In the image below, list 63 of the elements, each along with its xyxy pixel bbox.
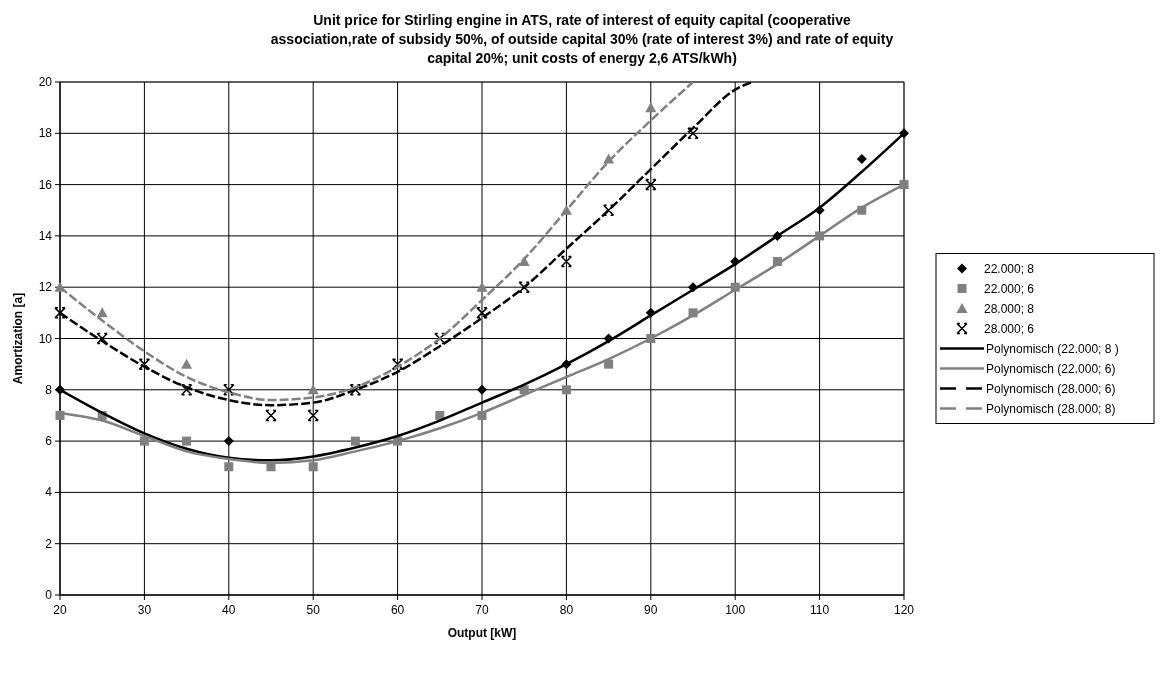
x-tick-label: 50 xyxy=(306,603,321,617)
x-axis-title: Output [kW] xyxy=(447,626,517,640)
point xyxy=(182,436,192,446)
point xyxy=(856,153,867,164)
point xyxy=(139,436,149,446)
x-tick-label: 90 xyxy=(644,603,658,617)
legend-label: Polynomisch (22.000; 6) xyxy=(986,361,1116,376)
point xyxy=(180,384,193,396)
x-tick-label: 60 xyxy=(390,603,405,617)
x-tick-label: 80 xyxy=(559,603,574,617)
point xyxy=(54,307,66,319)
y-tick-label: 10 xyxy=(38,331,53,346)
y-tick-label: 16 xyxy=(38,177,53,192)
y-tick-label: 8 xyxy=(45,382,53,397)
point xyxy=(477,384,487,395)
point xyxy=(307,384,319,395)
y-tick-label: 14 xyxy=(38,228,53,243)
legend-label: 22.000; 8 xyxy=(984,261,1035,276)
legend-label: 28.000; 6 xyxy=(984,321,1035,336)
y-tick-label: 4 xyxy=(45,485,53,500)
point xyxy=(561,385,571,395)
x-tick-label: 100 xyxy=(725,603,746,617)
x-tick-label: 110 xyxy=(810,603,830,617)
point xyxy=(602,204,615,216)
x-tick-label: 120 xyxy=(893,603,915,617)
point xyxy=(223,384,235,396)
point xyxy=(434,332,446,345)
y-tick-label: 0 xyxy=(45,588,53,602)
point xyxy=(224,462,234,472)
x-tick-label: 30 xyxy=(137,603,152,617)
point xyxy=(307,409,319,422)
legend-label: Polynomisch (28.000; 6) xyxy=(986,381,1116,396)
point xyxy=(560,255,573,268)
chart-title: Unit price for Stirling engine in ATS, rate of interest of equity capital (cooperative association,rate of subsidy 50%, of outside capital 30% (rate of interest 3%) and rate of equity capital 20%; unit costs of energy 2,6 ATS/kWh) xyxy=(270,12,894,66)
point xyxy=(96,332,108,345)
point xyxy=(604,359,614,369)
point xyxy=(645,102,657,113)
y-tick-label: 6 xyxy=(45,434,53,449)
legend-label: 22.000; 6 xyxy=(984,281,1035,296)
point xyxy=(308,462,318,472)
y-tick-label: 12 xyxy=(38,280,53,295)
point xyxy=(476,307,488,319)
point xyxy=(349,384,362,396)
point xyxy=(223,436,234,447)
point xyxy=(435,410,445,420)
y-tick-label: 2 xyxy=(45,536,53,551)
x-tick-label: 70 xyxy=(475,603,489,617)
point xyxy=(350,436,360,446)
y-axis-title: Amortization [a] xyxy=(11,292,25,385)
point xyxy=(645,178,657,191)
point xyxy=(518,281,530,293)
point xyxy=(391,358,404,370)
point xyxy=(687,127,699,140)
point xyxy=(181,358,193,369)
y-tick-label: 18 xyxy=(38,126,53,141)
y-tick-label: 20 xyxy=(38,75,53,89)
legend-label: 28.000; 8 xyxy=(984,301,1035,316)
point xyxy=(96,307,108,318)
legend-label: Polynomisch (28.000; 8) xyxy=(986,401,1116,416)
point xyxy=(138,358,151,370)
point xyxy=(265,409,277,422)
legend-label: Polynomisch (22.000; 8 ) xyxy=(986,341,1119,356)
x-tick-label: 40 xyxy=(222,603,236,617)
